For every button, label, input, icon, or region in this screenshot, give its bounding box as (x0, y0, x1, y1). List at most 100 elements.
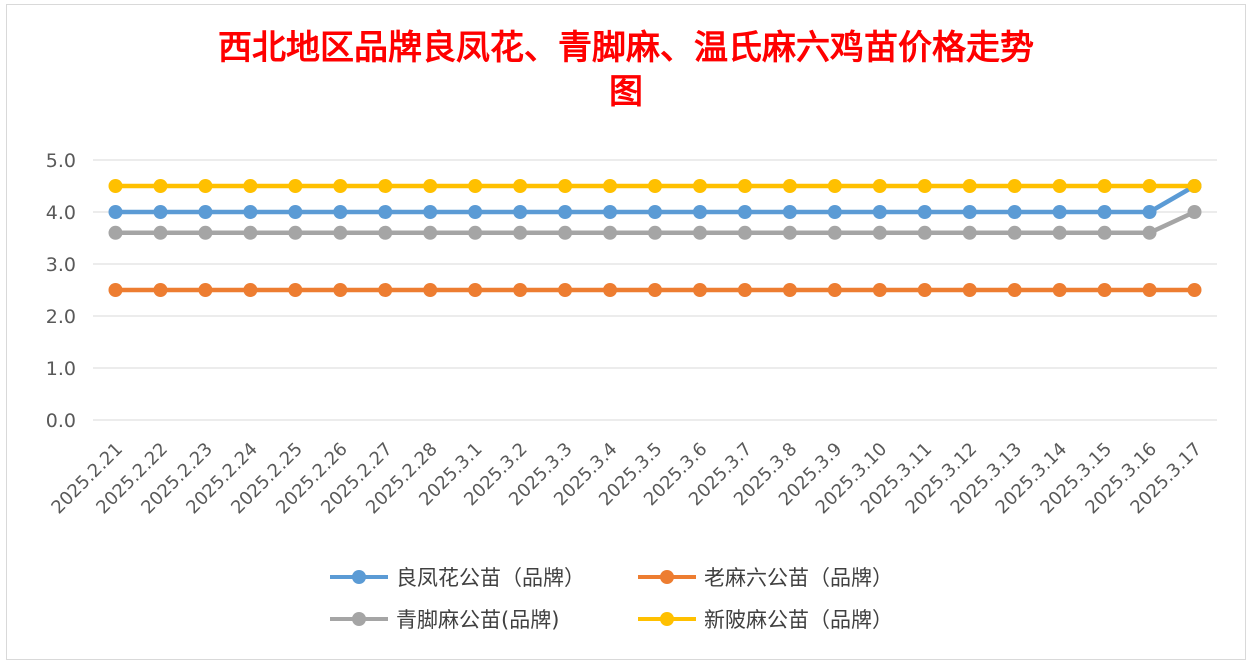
data-point (917, 205, 932, 219)
data-point (153, 225, 168, 240)
data-point (1007, 179, 1022, 193)
data-point (603, 225, 618, 240)
data-point (198, 283, 213, 297)
data-point (962, 283, 977, 297)
data-point (782, 179, 797, 193)
data-point (558, 179, 573, 193)
y-tick-label: 1.0 (46, 358, 76, 380)
legend-swatch-series-2 (636, 562, 698, 592)
data-point (692, 225, 707, 240)
data-point (333, 225, 348, 240)
legend-item-series-3[interactable]: 青脚麻公苗(品牌) (328, 604, 559, 634)
data-point (423, 179, 438, 193)
legend-label-series-2: 老麻六公苗（品牌） (704, 566, 893, 590)
data-point (962, 225, 977, 240)
data-point (513, 225, 528, 240)
series-3 (108, 205, 1202, 240)
data-point (1097, 283, 1112, 297)
data-point (1007, 283, 1022, 297)
data-point (1007, 205, 1022, 219)
data-point (333, 283, 348, 297)
data-point (737, 205, 752, 219)
data-point (558, 283, 573, 297)
data-point (737, 225, 752, 240)
data-point (243, 283, 258, 297)
data-point (423, 283, 438, 297)
data-point (468, 225, 483, 240)
data-point (423, 225, 438, 240)
data-point (917, 179, 932, 193)
data-point (1142, 225, 1157, 240)
data-point (872, 283, 887, 297)
legend-item-series-1[interactable]: 良凤花公苗（品牌） (328, 562, 585, 592)
data-point (1097, 205, 1112, 219)
legend-swatch-series-4 (636, 604, 698, 634)
legend-label-series-1: 良凤花公苗（品牌） (396, 566, 585, 590)
data-point (513, 205, 528, 219)
data-point (872, 225, 887, 240)
data-point (108, 225, 123, 240)
y-tick-label: 5.0 (46, 150, 76, 172)
y-tick-label: 2.0 (46, 306, 76, 328)
data-point (737, 179, 752, 193)
data-point (198, 205, 213, 219)
data-point (648, 179, 662, 193)
data-point (872, 205, 887, 219)
data-point (468, 205, 483, 219)
data-point (558, 225, 573, 240)
y-axis-tick-labels: 0.0 1.0 2.0 3.0 4.0 5.0 (46, 150, 76, 432)
data-point (917, 225, 932, 240)
data-point (827, 205, 842, 219)
legend-item-series-2[interactable]: 老麻六公苗（品牌） (636, 562, 893, 592)
data-point (917, 283, 932, 297)
data-point (648, 205, 662, 219)
data-point (108, 179, 123, 193)
data-point (108, 205, 123, 219)
data-point (243, 205, 258, 219)
data-point (378, 283, 393, 297)
data-point (423, 205, 438, 219)
data-point (1097, 225, 1112, 240)
data-point (468, 283, 483, 297)
data-point (1187, 205, 1202, 219)
legend-label-series-3: 青脚麻公苗(品牌) (396, 608, 560, 632)
data-point (1142, 179, 1157, 193)
legend-swatch-series-1 (328, 562, 390, 592)
data-point (692, 283, 707, 297)
data-point (692, 179, 707, 193)
data-point (378, 179, 393, 193)
data-point (288, 283, 303, 297)
data-point (648, 225, 662, 240)
data-point (1142, 283, 1157, 297)
x-axis-tick-labels: 2025.2.212025.2.222025.2.232025.2.242025… (47, 439, 1206, 519)
data-point (1052, 179, 1067, 193)
data-point (782, 283, 797, 297)
data-point (1142, 205, 1157, 219)
legend-swatch-series-3 (328, 604, 390, 634)
data-point (782, 225, 797, 240)
data-point (198, 179, 213, 193)
data-point (243, 225, 258, 240)
legend-item-series-4[interactable]: 新陂麻公苗（品牌） (636, 604, 893, 634)
chart-frame (6, 4, 1246, 660)
data-point (603, 205, 618, 219)
data-point (1007, 225, 1022, 240)
series-2 (108, 283, 1202, 297)
data-point (1052, 205, 1067, 219)
data-point (333, 205, 348, 219)
data-point (962, 205, 977, 219)
data-point (737, 283, 752, 297)
data-point (827, 179, 842, 193)
data-point (1187, 179, 1202, 193)
data-point (1052, 283, 1067, 297)
data-point (243, 179, 258, 193)
data-point (198, 225, 213, 240)
series-lines (108, 179, 1202, 297)
data-point (827, 283, 842, 297)
data-point (1187, 283, 1202, 297)
data-point (378, 205, 393, 219)
data-point (288, 179, 303, 193)
data-point (692, 205, 707, 219)
data-point (1052, 225, 1067, 240)
